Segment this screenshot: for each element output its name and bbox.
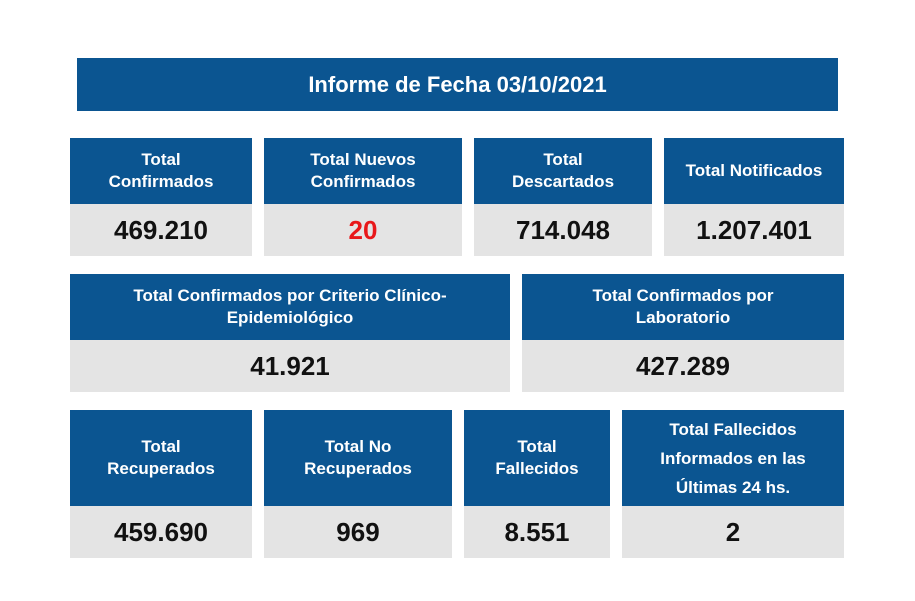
card-value: 8.551 <box>464 506 610 558</box>
card-value: 2 <box>622 506 844 558</box>
report-title: Informe de Fecha 03/10/2021 <box>77 58 838 111</box>
card-value: 714.048 <box>474 204 652 256</box>
card-label: Total No Recuperados <box>304 436 412 480</box>
card-label-line: Descartados <box>511 172 615 191</box>
card-value: 427.289 <box>522 340 844 392</box>
card-label-line: Confirmados <box>108 172 214 191</box>
card-label: Total Notificados <box>686 160 823 182</box>
card-total-recuperados: Total Recuperados 459.690 <box>70 410 252 558</box>
card-value: 20 <box>264 204 462 256</box>
card-label: Total Confirmados <box>109 149 214 193</box>
card-total-notificados: Total Notificados 1.207.401 <box>664 138 844 256</box>
card-value: 1.207.401 <box>664 204 844 256</box>
card-label-line: Recuperados <box>107 459 215 478</box>
card-label-line: Total <box>543 150 583 169</box>
card-confirmados-laboratorio: Total Confirmados por Laboratorio 427.289 <box>522 274 844 392</box>
card-total-fallecidos: Total Fallecidos 8.551 <box>464 410 610 558</box>
card-label: Total Confirmados por Criterio Clínico- E… <box>133 285 446 329</box>
card-label: Total Fallecidos Informados en las Últimas… <box>660 415 805 502</box>
card-label-line: Total Confirmados por <box>592 286 774 305</box>
card-total-no-recuperados: Total No Recuperados 969 <box>264 410 452 558</box>
card-label-line: Epidemiológico <box>226 308 354 327</box>
card-label-line: Total Fallecidos <box>669 419 797 439</box>
card-label-line: Total <box>517 437 557 456</box>
card-confirmados-clinico-epidemiologico: Total Confirmados por Criterio Clínico- E… <box>70 274 510 392</box>
card-label: Total Nuevos Confirmados <box>310 149 415 193</box>
card-label-line: Total No <box>324 437 392 456</box>
card-label: Total Descartados <box>512 149 614 193</box>
card-label-line: Laboratorio <box>635 308 731 327</box>
card-label-line: Informados en las <box>660 448 806 468</box>
card-label-line: Fallecidos <box>495 459 579 478</box>
card-label-line: Recuperados <box>304 459 412 478</box>
card-total-nuevos-confirmados: Total Nuevos Confirmados 20 <box>264 138 462 256</box>
card-total-descartados: Total Descartados 714.048 <box>474 138 652 256</box>
card-value: 41.921 <box>70 340 510 392</box>
card-label-line: Total <box>141 150 181 169</box>
card-label: Total Recuperados <box>107 436 215 480</box>
card-label: Total Confirmados por Laboratorio <box>592 285 773 329</box>
card-value: 469.210 <box>70 204 252 256</box>
card-label: Total Fallecidos <box>495 436 578 480</box>
card-label-line: Total Confirmados por Criterio Clínico- <box>133 286 447 305</box>
card-label-line: Total Nuevos <box>310 150 416 169</box>
card-label-line: Total Notificados <box>685 161 823 180</box>
card-label-line: Confirmados <box>310 172 416 191</box>
card-value: 969 <box>264 506 452 558</box>
card-label-line: Últimas 24 hs. <box>675 477 791 497</box>
card-value: 459.690 <box>70 506 252 558</box>
card-total-confirmados: Total Confirmados 469.210 <box>70 138 252 256</box>
card-label-line: Total <box>141 437 181 456</box>
card-fallecidos-ultimas-24hs: Total Fallecidos Informados en las Últimas… <box>622 410 844 558</box>
